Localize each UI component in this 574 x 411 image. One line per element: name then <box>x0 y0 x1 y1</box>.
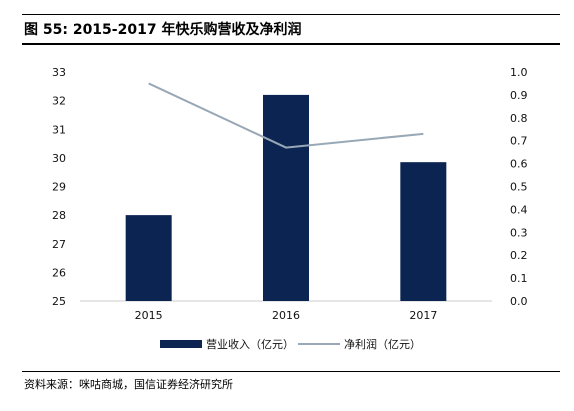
source-note: 资料来源：咪咕商城，国信证券经济研究所 <box>24 378 233 391</box>
y-left-tick-label: 27 <box>52 238 66 251</box>
bottom-rule <box>22 371 560 372</box>
legend-line-label: 净利润（亿元） <box>344 337 421 351</box>
y-left-tick-label: 26 <box>52 266 66 279</box>
y-left-tick-label: 30 <box>52 152 66 165</box>
y-right-tick-label: 0.4 <box>510 203 528 216</box>
y-right-tick-label: 0.8 <box>510 112 528 125</box>
bar <box>125 215 172 301</box>
legend-bar-swatch <box>160 340 202 348</box>
y-right-tick-label: 0.2 <box>510 249 528 262</box>
y-left-tick-label: 25 <box>52 295 66 308</box>
y-right-tick-label: 0.7 <box>510 135 528 148</box>
y-left-tick-label: 28 <box>52 209 66 222</box>
legend-bar-label: 营业收入（亿元） <box>206 337 294 351</box>
title-rule <box>22 43 560 45</box>
y-left-tick-label: 32 <box>52 95 66 108</box>
y-left-tick-label: 29 <box>52 181 66 194</box>
y-right-tick-label: 0.5 <box>510 181 528 194</box>
y-left-tick-label: 33 <box>52 66 66 79</box>
y-right-tick-label: 0.9 <box>510 89 528 102</box>
x-tick-label: 2017 <box>409 309 437 322</box>
y-right-tick-label: 0.6 <box>510 158 528 171</box>
y-right-tick-label: 0.1 <box>510 272 528 285</box>
figure-title: 图 55: 2015-2017 年快乐购营收及净利润 <box>24 22 302 38</box>
bar <box>263 94 309 302</box>
y-right-tick-label: 0.0 <box>510 295 528 308</box>
y-left-tick-label: 31 <box>52 123 66 136</box>
y-right-tick-label: 1.0 <box>510 66 528 79</box>
bar <box>400 162 447 301</box>
x-tick-label: 2016 <box>272 309 300 322</box>
y-right-tick-label: 0.3 <box>510 226 528 239</box>
x-tick-label: 2015 <box>135 309 163 322</box>
top-rule <box>22 14 560 15</box>
